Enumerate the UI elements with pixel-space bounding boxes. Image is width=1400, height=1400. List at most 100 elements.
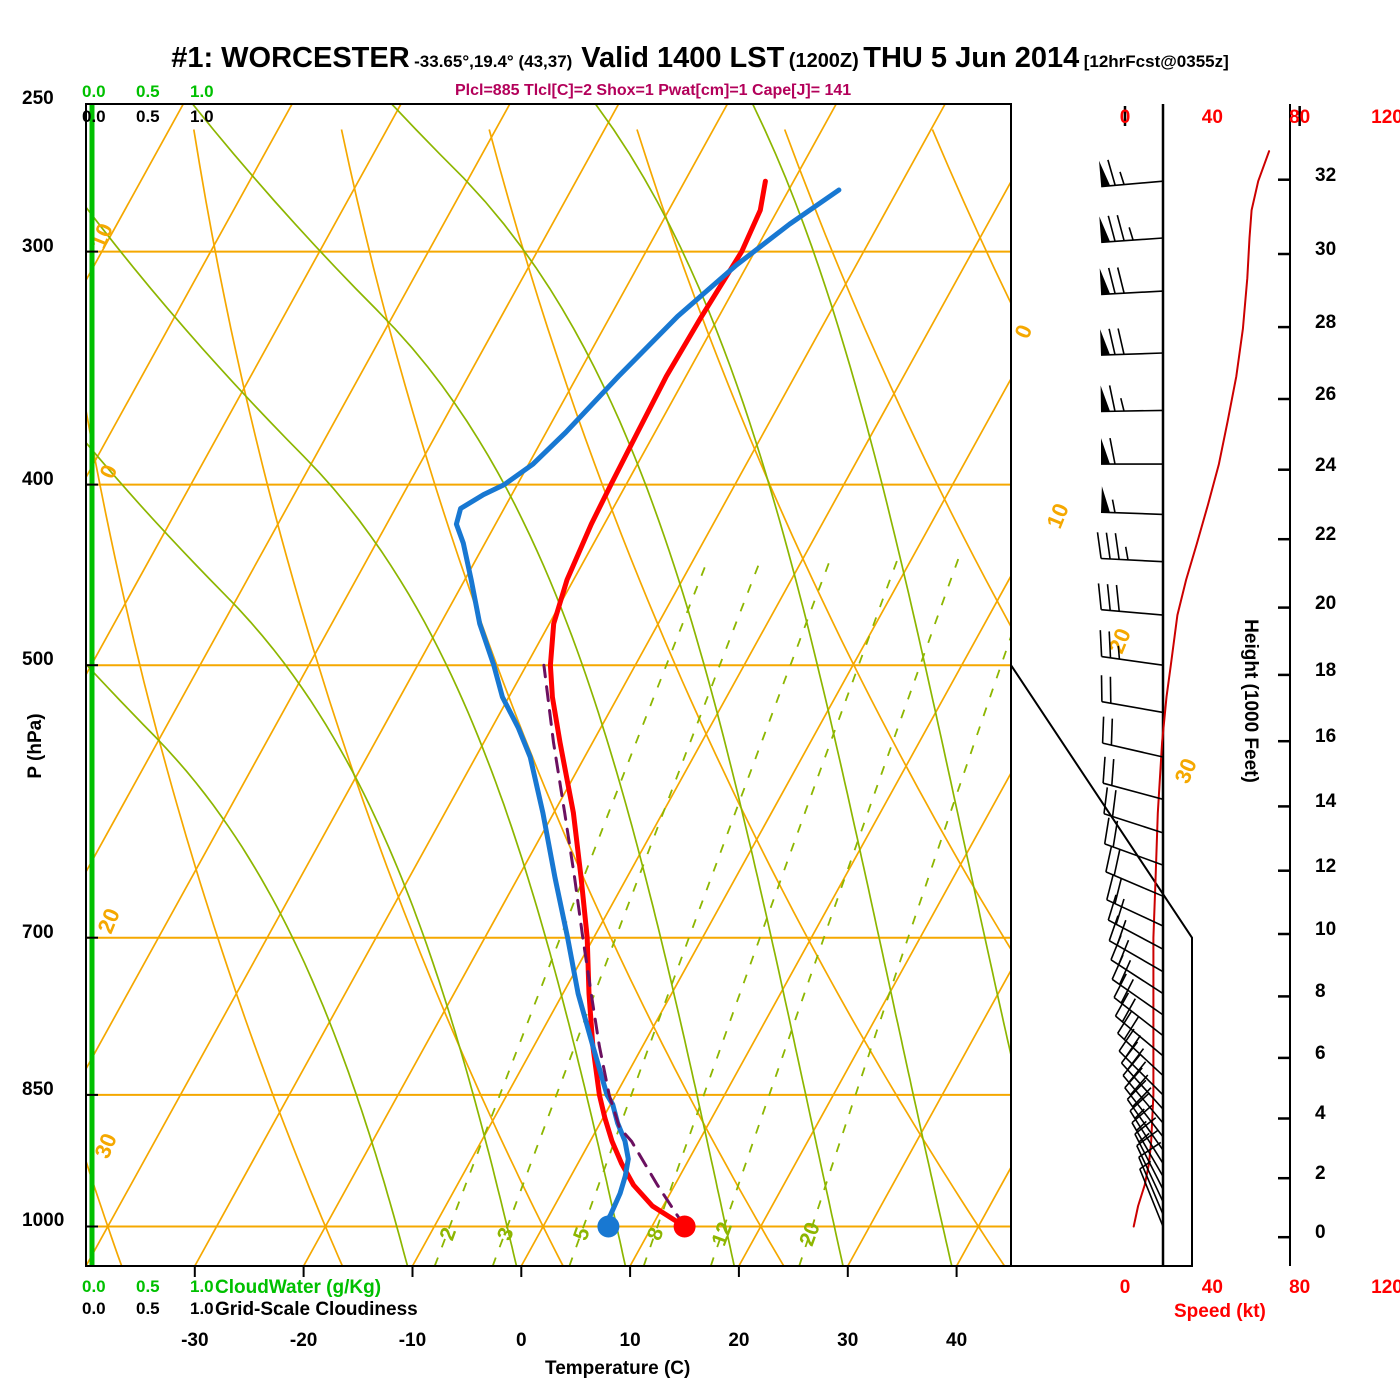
- pressure-tick-label: 250: [22, 88, 54, 109]
- height-axis-title: Height (1000 Feet): [1240, 619, 1261, 783]
- cloudwater-axis-title: CloudWater (g/Kg): [215, 1277, 382, 1298]
- moist-adiabat: [86, 441, 518, 1266]
- wind-barb: [1105, 845, 1164, 897]
- grid-lines: [86, 104, 1400, 1267]
- mixing-ratio-line: [568, 557, 832, 1266]
- curve-temperature: [547, 178, 768, 1229]
- cloudwater-tick-label-bottom: 0.5: [136, 1277, 160, 1296]
- wind-barb-column: [1096, 159, 1164, 1227]
- cloudiness-tick-label-bottom: 0.0: [82, 1299, 106, 1318]
- isotherm: [302, 104, 946, 1266]
- temperature-tick-label: -20: [289, 1330, 318, 1351]
- isotherm: [86, 104, 620, 1071]
- forecast-stamp: [12hrFcst@0355z]: [1083, 52, 1229, 71]
- curve-dewpoint: [453, 187, 842, 1229]
- surface-dewpoint: [597, 1215, 620, 1238]
- mixing-ratio-line: [491, 557, 763, 1266]
- isotherm: [411, 179, 1011, 1266]
- height-tick-label: 14: [1315, 791, 1337, 813]
- wind-barb: [1100, 486, 1164, 516]
- pressure-tick-label: 300: [22, 235, 54, 257]
- wind-barb: [1100, 675, 1164, 714]
- theta-label: 10: [1041, 500, 1073, 532]
- height-tick-label: 26: [1315, 383, 1337, 405]
- height-tick-label: 32: [1315, 164, 1337, 186]
- cloudiness-tick-label-top: 1.0: [190, 107, 214, 126]
- wind-barb: [1099, 267, 1164, 296]
- height-tick-label: 12: [1315, 855, 1337, 877]
- temperature-tick-label: 10: [619, 1330, 641, 1351]
- isotherm: [738, 771, 1011, 1266]
- curve-parcel: [542, 663, 687, 1228]
- height-tick-label: 24: [1315, 454, 1337, 476]
- height-tick-label: 8: [1315, 981, 1326, 1003]
- dry-adiabat: [488, 129, 1006, 1266]
- wind-barb: [1102, 756, 1164, 801]
- temperature-tick-label: -10: [398, 1330, 427, 1351]
- wind-barb: [1108, 915, 1164, 973]
- wind-barb: [1096, 532, 1164, 563]
- pressure-axis-title: P (hPa): [25, 713, 46, 779]
- isotherm: [86, 104, 511, 874]
- height-tick-label: 30: [1315, 239, 1337, 261]
- cloudiness-tick-label-bottom: 0.5: [136, 1299, 160, 1318]
- wind-barb: [1099, 630, 1164, 666]
- dry-adiabat: [86, 405, 344, 1266]
- height-tick-label: 6: [1315, 1042, 1326, 1064]
- mixing-ratio-line: [798, 633, 1011, 1266]
- height-tick-label: 16: [1315, 726, 1337, 748]
- cloudwater-tick-label-bottom: 0.0: [82, 1277, 106, 1296]
- moist-adiabat: [751, 104, 1011, 1059]
- speed-tick-label-bottom: 40: [1201, 1277, 1223, 1298]
- moist-adiabat: [391, 104, 844, 1266]
- valid-date: THU 5 Jun 2014: [863, 42, 1080, 74]
- wind-barb: [1099, 214, 1164, 244]
- speed-tick-label-top: 80: [1289, 107, 1311, 128]
- dry-adiabat: [636, 129, 1011, 952]
- curve-speed: [1132, 150, 1271, 1228]
- wind-barb: [1100, 328, 1164, 356]
- isotherm: [629, 574, 1011, 1266]
- moist-adiabat: [191, 104, 736, 1266]
- isotherm: [520, 377, 1011, 1266]
- cloudwater-tick-label-top: 1.0: [190, 82, 214, 101]
- moist-adiabat-group: [86, 104, 1011, 1266]
- dry-adiabat: [192, 129, 564, 1266]
- cloudwater-tick-label-top: 0.0: [82, 82, 106, 101]
- pressure-tick-label: 500: [22, 649, 54, 671]
- pressure-tick-label: 850: [22, 1078, 54, 1100]
- moist-adiabat: [86, 205, 627, 1266]
- height-tick-label: 0: [1315, 1222, 1326, 1244]
- dry-adiabat: [1376, 130, 1400, 1267]
- height-tick-label: 20: [1315, 592, 1337, 614]
- temperature-tick-label: 30: [837, 1330, 859, 1351]
- mixing-ratio-label: 12: [707, 1219, 737, 1249]
- pressure-tick-label: 700: [22, 921, 54, 943]
- speed-tick-label-bottom: 80: [1289, 1277, 1311, 1298]
- wind-barb: [1138, 1141, 1164, 1215]
- temperature-tick-label: -30: [181, 1330, 209, 1351]
- height-tick-label: 10: [1315, 918, 1337, 940]
- wind-panel-border: [86, 104, 1193, 1267]
- moist-adiabat: [594, 104, 953, 1266]
- isotherm: [1174, 104, 1400, 1266]
- station-coords: -33.65°,19.4° (43,37): [414, 52, 573, 71]
- theta-label: 20: [1103, 625, 1135, 657]
- speed-tick-label-bottom: 0: [1119, 1277, 1131, 1298]
- isotherm: [194, 104, 837, 1266]
- mixing-ratio-line: [709, 557, 960, 1266]
- cloudiness-axis-title: Grid-Scale Cloudiness: [215, 1299, 418, 1320]
- chart-title: #1: WORCESTER -33.65°,19.4° (43,37) Vali…: [0, 42, 1400, 75]
- dry-adiabat: [783, 129, 1011, 629]
- wind-barb: [1103, 787, 1164, 834]
- wind-barb: [1106, 874, 1164, 927]
- wind-barb: [1100, 385, 1164, 413]
- height-tick-label: 22: [1315, 524, 1337, 546]
- isotherm: [86, 104, 293, 480]
- cloudiness-tick-label-top: 0.5: [136, 107, 160, 126]
- wind-barb: [1101, 437, 1163, 465]
- mixing-ratio-group: [433, 557, 1011, 1266]
- valid-time-utc: (1200Z): [788, 50, 859, 72]
- wind-barb: [1101, 716, 1164, 758]
- station-name: #1: WORCESTER: [171, 42, 410, 74]
